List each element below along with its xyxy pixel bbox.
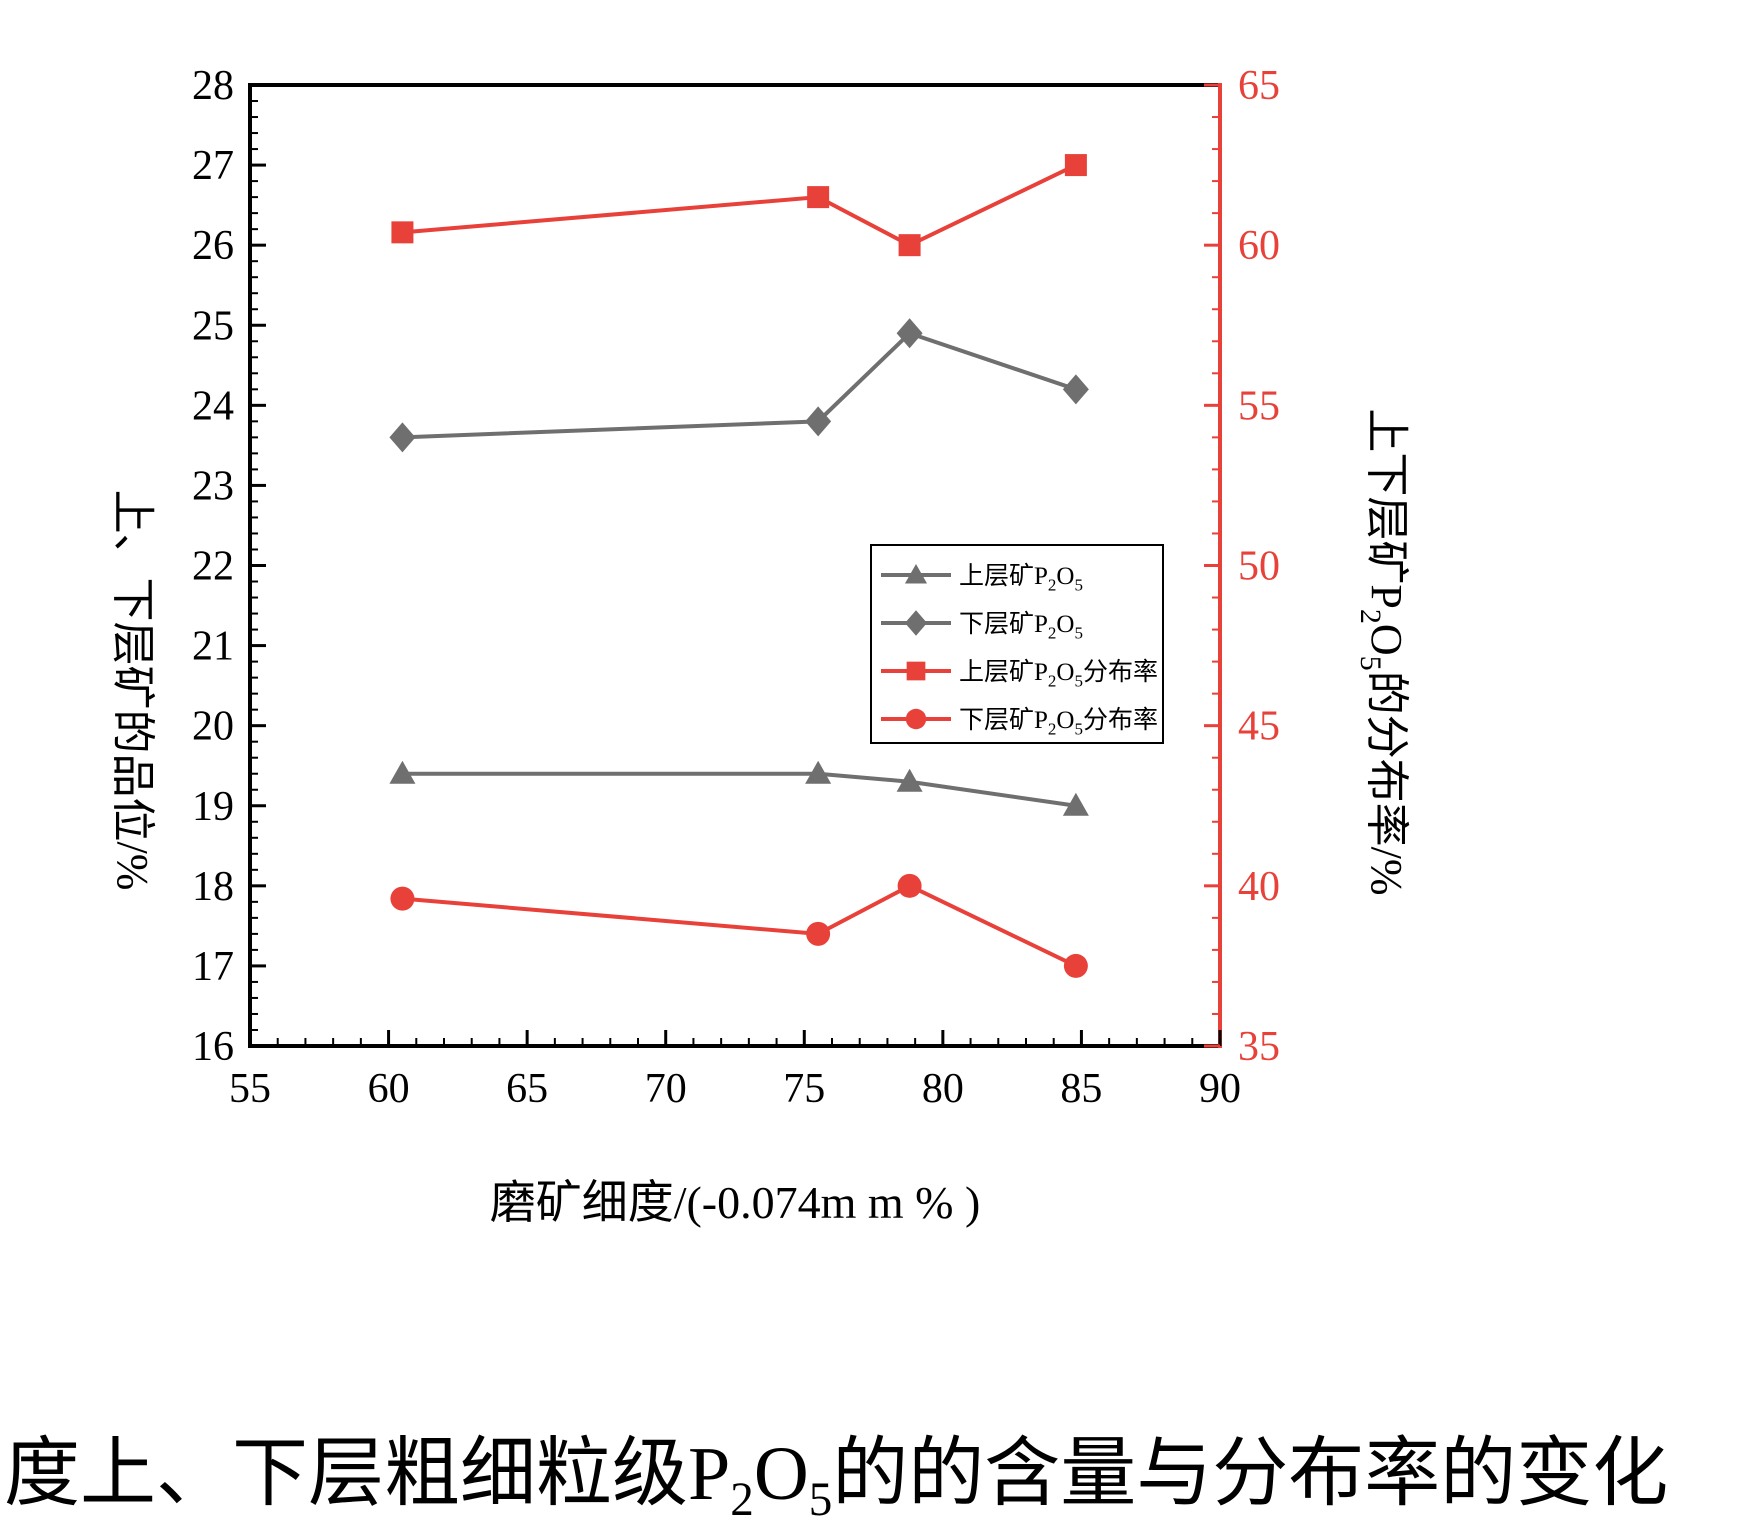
square-marker xyxy=(391,221,414,244)
diamond-marker xyxy=(904,610,928,636)
left-axis: 16 17 18 19 20 21 22 23 24 25 26 27 28 xyxy=(192,63,266,1070)
left-tick-label: 22 xyxy=(192,544,234,590)
triangle-marker xyxy=(1062,792,1089,816)
diamond-marker xyxy=(1062,374,1089,405)
left-tick-label: 19 xyxy=(192,784,234,830)
bottom-axis: 55 60 65 70 75 80 85 90 xyxy=(229,1030,1241,1112)
right-tick-label: 60 xyxy=(1238,223,1280,269)
circle-marker xyxy=(390,886,415,911)
right-tick-label: 35 xyxy=(1238,1024,1280,1070)
circle-marker xyxy=(905,708,927,730)
diamond-marker xyxy=(805,406,832,437)
left-tick-label: 28 xyxy=(192,63,234,109)
right-tick-label: 50 xyxy=(1238,544,1280,590)
series-square xyxy=(391,154,1087,257)
legend-label: 下层矿P2O5分布率 xyxy=(959,706,1158,738)
left-tick-label: 18 xyxy=(192,864,234,910)
right-tick-label: 65 xyxy=(1238,63,1280,109)
x-axis-title: 磨矿细度/(-0.074m m % ) xyxy=(490,1177,981,1228)
legend-label: 下层矿P2O5 xyxy=(959,610,1083,642)
left-tick-label: 16 xyxy=(192,1024,234,1070)
left-tick-label: 25 xyxy=(192,303,234,349)
x-tick-label: 75 xyxy=(783,1066,825,1112)
series-circle xyxy=(390,873,1088,978)
series-line xyxy=(402,883,1077,968)
x-tick-label: 60 xyxy=(368,1066,410,1112)
circle-marker xyxy=(897,873,922,898)
x-tick-label: 70 xyxy=(645,1066,687,1112)
square-marker xyxy=(898,234,921,257)
x-tick-label: 80 xyxy=(922,1066,964,1112)
x-tick-label: 55 xyxy=(229,1066,271,1112)
circle-marker xyxy=(1063,953,1088,978)
right-axis: 35 40 45 50 55 60 65 xyxy=(1204,63,1280,1070)
left-tick-label: 20 xyxy=(192,704,234,750)
right-tick-label: 45 xyxy=(1238,704,1280,750)
figure-caption: 度上、下层粗细粒级P2O5的的含量与分布率的变化 xyxy=(4,1432,1669,1526)
x-tick-label: 85 xyxy=(1060,1066,1102,1112)
legend-entry: 上层矿P2O5分布率 xyxy=(881,658,1158,690)
left-tick-label: 24 xyxy=(192,383,234,429)
circle-marker xyxy=(806,921,831,946)
square-marker xyxy=(807,186,830,209)
legend-entry: 下层矿P2O5分布率 xyxy=(881,706,1158,738)
diamond-marker xyxy=(896,318,923,349)
legend-label: 上层矿P2O5 xyxy=(959,562,1083,594)
series-line xyxy=(402,163,1077,248)
legend-entry: 上层矿P2O5 xyxy=(881,562,1083,594)
left-tick-label: 23 xyxy=(192,463,234,509)
triangle-marker xyxy=(896,768,923,792)
x-tick-label: 65 xyxy=(506,1066,548,1112)
triangle-marker xyxy=(805,760,832,784)
y-axis-left-title: 上、下层矿的品位/% xyxy=(108,490,157,891)
diamond-marker xyxy=(389,422,416,453)
left-tick-label: 26 xyxy=(192,223,234,269)
series-diamond xyxy=(389,318,1089,453)
series-line xyxy=(402,330,1077,440)
legend-entry: 下层矿P2O5 xyxy=(881,610,1083,642)
right-tick-label: 55 xyxy=(1238,383,1280,429)
triangle-marker xyxy=(904,563,928,584)
right-tick-label: 40 xyxy=(1238,864,1280,910)
y-axis-right-title: 上下层矿P2O5的分布率/% xyxy=(1354,408,1411,895)
left-tick-label: 27 xyxy=(192,143,234,189)
left-tick-label: 17 xyxy=(192,944,234,990)
square-marker xyxy=(1064,154,1087,177)
series-triangle xyxy=(389,760,1089,816)
x-tick-label: 90 xyxy=(1199,1066,1241,1112)
triangle-marker xyxy=(389,760,416,784)
series-line xyxy=(402,771,1077,808)
dual-axis-line-chart: 16 17 18 19 20 21 22 23 24 25 26 27 28 55 60 65 70 75 80 85… xyxy=(108,63,1411,1228)
legend-label: 上层矿P2O5分布率 xyxy=(959,658,1158,690)
square-marker xyxy=(906,661,926,681)
left-tick-label: 21 xyxy=(192,624,234,670)
